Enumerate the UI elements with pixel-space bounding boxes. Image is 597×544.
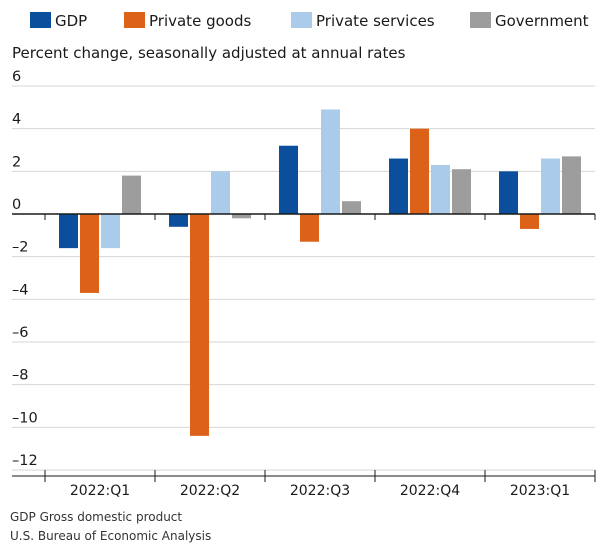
bar [122, 175, 141, 214]
bar [389, 158, 408, 214]
gridlines [12, 85, 595, 471]
bar [169, 214, 188, 227]
bars [59, 109, 581, 436]
legend-label: Private services [316, 12, 435, 30]
y-tick-label: 4 [12, 112, 21, 128]
legend: GDP Private goods Private services Governme… [30, 12, 589, 30]
x-category-label: 2022:Q1 [70, 483, 130, 499]
y-tick-label: –6 [12, 325, 28, 341]
legend-label: Government [495, 12, 589, 30]
x-category-label: 2022:Q4 [400, 483, 460, 499]
y-tick-label: –10 [12, 410, 38, 426]
x-category-label: 2022:Q3 [290, 483, 350, 499]
y-tick-label: –8 [12, 368, 28, 384]
bar [300, 214, 319, 242]
source-note: U.S. Bureau of Economic Analysis [10, 529, 212, 543]
legend-swatch [470, 12, 491, 28]
bar [80, 214, 99, 293]
legend-label: GDP [55, 12, 87, 30]
bar [452, 169, 471, 214]
x-axis: 2022:Q1 2022:Q2 2022:Q3 2022:Q4 2023:Q1 [12, 213, 596, 499]
x-category-label: 2022:Q2 [180, 483, 240, 499]
y-tick-label: 0 [12, 197, 21, 213]
bar [211, 171, 230, 214]
abbreviation-note: GDP Gross domestic product [10, 510, 183, 524]
legend-swatch [124, 12, 145, 28]
bar [321, 109, 340, 214]
bar [190, 214, 209, 436]
legend-swatch [291, 12, 312, 28]
bar [520, 214, 539, 229]
bar [562, 156, 581, 214]
bar [431, 164, 450, 214]
y-axis-ticks: 6 4 2 0 –2 –4 –6 –8 –10 –12 [12, 69, 38, 469]
y-tick-label: –12 [12, 453, 38, 469]
x-category-label: 2023:Q1 [510, 483, 570, 499]
y-tick-label: –4 [12, 282, 28, 298]
bar [232, 214, 251, 219]
bar [342, 201, 361, 214]
y-tick-label: –2 [12, 240, 28, 256]
bar [410, 128, 429, 214]
legend-swatch [30, 12, 51, 28]
legend-label: Private goods [149, 12, 251, 30]
bar [541, 158, 560, 214]
bar [279, 145, 298, 214]
bar [499, 171, 518, 214]
bar [59, 214, 78, 249]
bar [101, 214, 120, 249]
y-axis-title: Percent change, seasonally adjusted at a… [12, 44, 406, 62]
y-tick-label: 6 [12, 69, 21, 85]
y-tick-label: 2 [12, 154, 21, 170]
